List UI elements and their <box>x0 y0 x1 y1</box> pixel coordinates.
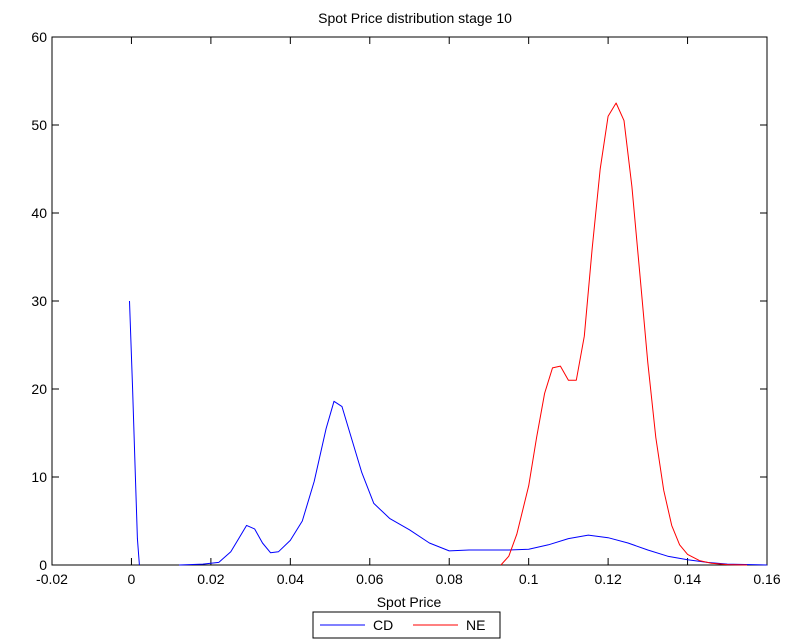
plot-area <box>51 36 768 566</box>
chart-title: Spot Price distribution stage 10 <box>318 10 512 26</box>
y-tick-label: 60 <box>31 29 47 45</box>
y-tick-label: 40 <box>31 205 47 221</box>
legend: CD NE <box>312 611 501 639</box>
y-tick-label: 10 <box>31 469 47 485</box>
y-tick-label: 30 <box>31 293 47 309</box>
x-axis-label: Spot Price <box>377 594 442 610</box>
series-line-cd <box>129 300 140 566</box>
x-tick-label: 0.06 <box>356 571 383 587</box>
x-tick-label: 0.04 <box>277 571 304 587</box>
x-tick-label: -0.02 <box>36 571 68 587</box>
x-tick-label: 0.08 <box>436 571 463 587</box>
x-tick-label: 0.16 <box>753 571 780 587</box>
series-line-ne <box>500 102 748 566</box>
y-tick-label: 20 <box>31 381 47 397</box>
x-tick-label: 0.14 <box>674 571 701 587</box>
x-tick-label: 0.1 <box>519 571 539 587</box>
y-tick-label: 50 <box>31 117 47 133</box>
x-tick-label: 0.12 <box>594 571 621 587</box>
y-tick-label: 0 <box>39 557 47 573</box>
series-lines <box>129 102 768 566</box>
x-tick-label: 0.02 <box>197 571 224 587</box>
series-line-cd <box>179 400 768 566</box>
legend-label-cd: CD <box>373 617 393 633</box>
axis-tick-labels: -0.02 0 0.02 0.04 0.06 0.08 0.1 0.12 0.14 0.16010… <box>31 29 780 587</box>
legend-label-ne: NE <box>466 617 485 633</box>
x-tick-label: 0 <box>128 571 136 587</box>
